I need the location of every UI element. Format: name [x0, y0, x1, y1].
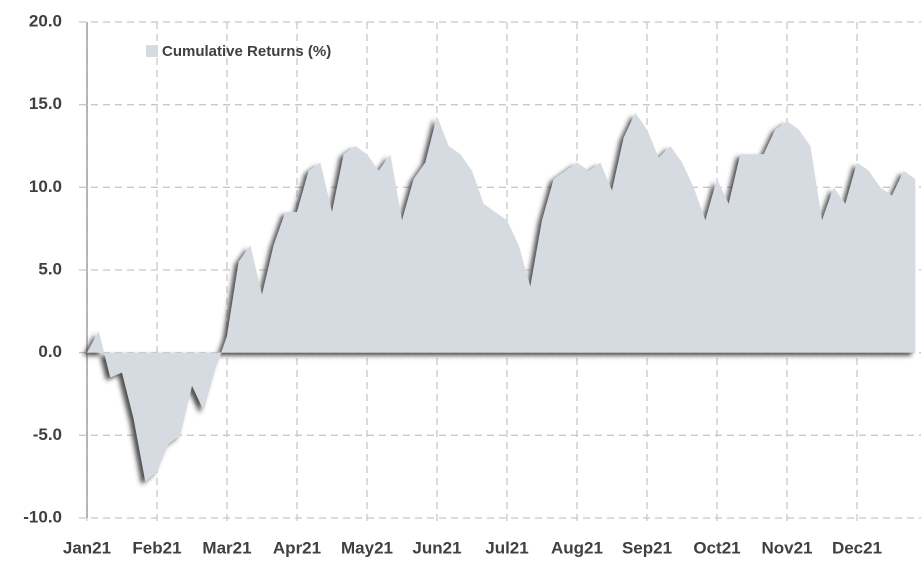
- x-tick-label: Nov21: [761, 538, 812, 557]
- legend-label: Cumulative Returns (%): [162, 43, 331, 60]
- y-tick-label: 10.0: [29, 177, 62, 196]
- x-tick-label: Oct21: [693, 538, 740, 557]
- x-tick-label: Aug21: [551, 538, 603, 557]
- x-tick-label: Sep21: [622, 538, 672, 557]
- x-tick-label: Feb21: [132, 538, 181, 557]
- x-tick-label: Jan21: [63, 538, 111, 557]
- y-tick-label: 20.0: [29, 11, 62, 30]
- x-tick-label: Mar21: [202, 538, 251, 557]
- legend-swatch: [146, 45, 158, 57]
- y-tick-label: 15.0: [29, 94, 62, 113]
- y-tick-label: 5.0: [38, 259, 62, 278]
- x-tick-label: Apr21: [273, 538, 321, 557]
- y-tick-label: -5.0: [33, 425, 62, 444]
- y-tick-label: 0.0: [38, 342, 62, 361]
- x-tick-label: Dec21: [832, 538, 882, 557]
- y-tick-label: -10.0: [23, 507, 62, 526]
- x-tick-label: Jun21: [412, 538, 461, 557]
- x-tick-label: May21: [341, 538, 393, 557]
- area: [87, 112, 916, 482]
- x-tick-label: Jul21: [485, 538, 528, 557]
